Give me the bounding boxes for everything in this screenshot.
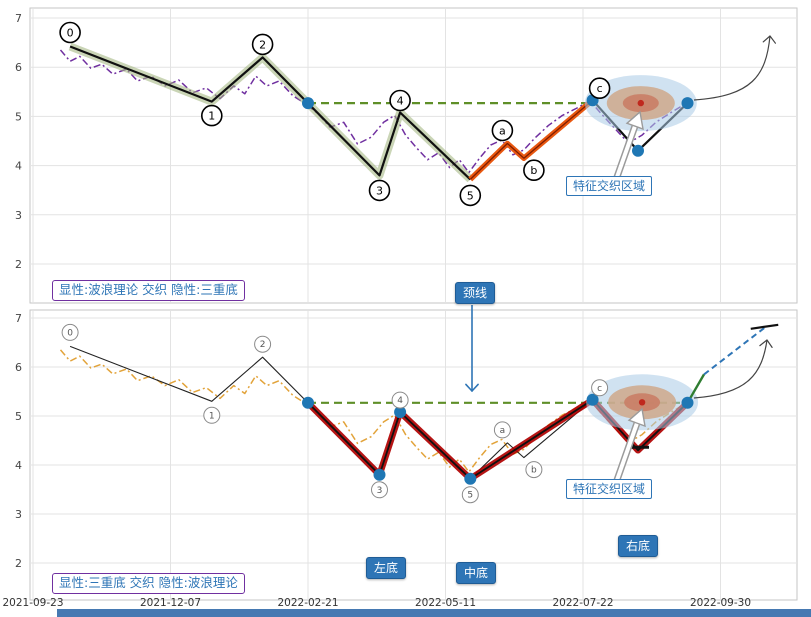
wave-point-circle (459, 184, 482, 207)
x-tick-label: 2022-02-21 (277, 597, 338, 609)
arrow-head (471, 383, 479, 392)
marker-dot (681, 396, 694, 409)
wave-point-label: 2 (259, 38, 266, 51)
wave-point-label: 4 (397, 95, 404, 108)
panel-background (29, 309, 798, 601)
wave-point-circle (254, 335, 272, 353)
y-tick-label: 7 (15, 312, 22, 325)
horizontal-scrollbar-thumb[interactable] (57, 609, 811, 617)
arrow-head (465, 383, 473, 392)
left-bottom-label: 左底 (366, 557, 407, 579)
wave-point-label: 1 (209, 411, 215, 421)
target-core-dot (637, 99, 644, 107)
wave-point-label: 3 (377, 486, 383, 496)
wave-point-label: 1 (208, 110, 215, 123)
wave-point-circle (461, 486, 479, 504)
y-tick-label: 5 (15, 110, 22, 123)
wave-point-circle (588, 77, 611, 99)
y-tick-label: 2 (15, 557, 22, 570)
y-tick-label: 6 (15, 361, 22, 374)
feature-zone-label-top: 特征交织区域 (566, 176, 653, 196)
target-core-dot (638, 399, 646, 406)
bottom-panel-caption: 显性:三重底 交织 隐性:波浪理论 (52, 573, 245, 594)
marker-dot (632, 144, 644, 157)
wave-point-circle (371, 481, 388, 499)
arrow-head (766, 339, 773, 348)
wave-point-label: 4 (397, 396, 403, 406)
x-tick-label: 2021-09-23 (2, 597, 63, 609)
x-tick-label: 2022-05-11 (415, 597, 476, 609)
wave-point-label: 5 (467, 491, 473, 501)
panel-background (29, 7, 798, 304)
marker-dot (586, 393, 599, 406)
feature-arrow-head (625, 110, 644, 131)
x-tick-label: 2022-07-22 (552, 597, 613, 609)
wave-point-circle (491, 119, 514, 142)
neckline-label: 颈线 (455, 282, 496, 304)
wave-point-circle (368, 179, 391, 202)
abc-correction-core (469, 99, 594, 180)
y-tick-label: 4 (15, 459, 22, 472)
wave-point-circle (389, 89, 411, 112)
wave-point-label: a (500, 426, 506, 436)
wave-point-circle (391, 391, 409, 409)
wave-point-circle (523, 159, 545, 181)
marker-dot (464, 472, 477, 485)
arrow-head (769, 35, 777, 44)
curved-arrow-top (693, 35, 771, 101)
wave-point-label: c (597, 82, 603, 95)
marker-dot (681, 97, 694, 110)
projection-target-tick (750, 323, 779, 330)
wave-point-circle (525, 461, 543, 479)
feature-arrow-head (627, 407, 646, 428)
wave-point-label: 0 (67, 328, 73, 338)
wave-point-label: 2 (260, 340, 266, 350)
y-tick-label: 5 (15, 410, 22, 423)
right-bottom-label: 右底 (618, 535, 659, 557)
wave-point-circle (201, 104, 223, 127)
wave-point-circle (591, 379, 609, 397)
x-tick-label: 2021-12-07 (140, 597, 201, 609)
marker-dot (373, 468, 386, 481)
wave-point-label: 3 (376, 184, 383, 197)
marker-dot (302, 396, 314, 409)
top-panel-caption: 显性:波浪理论 交织 隐性:三重底 (52, 280, 245, 301)
y-tick-label: 6 (15, 61, 22, 74)
wave-point-label: c (597, 384, 602, 394)
arrow-head (759, 339, 768, 347)
wave-point-circle (493, 421, 511, 439)
y-tick-label: 3 (15, 508, 22, 521)
wave-point-label: b (531, 466, 537, 476)
feature-arrow (615, 417, 641, 482)
curved-arrow-bottom (693, 339, 768, 399)
y-tick-label: 4 (15, 160, 22, 173)
wave-point-label: 0 (67, 27, 74, 40)
feature-arrow (615, 120, 639, 179)
arrow-head (762, 35, 771, 43)
wave-point-circle (251, 33, 274, 56)
marker-dot (302, 97, 314, 110)
y-tick-label: 7 (15, 12, 22, 25)
y-tick-label: 3 (15, 209, 22, 222)
middle-bottom-label: 中底 (456, 562, 497, 584)
wave-point-label: b (530, 164, 537, 177)
marker-dot (394, 406, 407, 419)
wave-point-circle (203, 406, 221, 424)
projection-dashed (703, 327, 766, 376)
wave-point-circle (59, 21, 81, 44)
feature-zone-label-bottom: 特征交织区域 (566, 479, 653, 499)
wave-point-label: a (499, 125, 506, 138)
wave-point-circle (61, 323, 79, 341)
wave-line (69, 45, 472, 181)
x-tick-label: 2022-09-30 (690, 597, 751, 609)
wave-point-label: 5 (467, 189, 474, 202)
y-tick-label: 2 (15, 258, 22, 271)
